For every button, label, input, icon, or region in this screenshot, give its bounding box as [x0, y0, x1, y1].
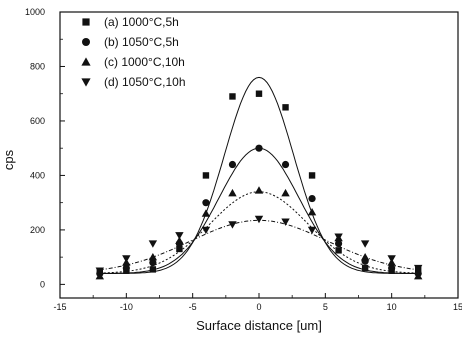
legend: (a) 1000°C,5h (b) 1050°C,5h (c) 1000°C,10h… [81, 15, 186, 89]
data-point [307, 226, 317, 235]
data-point [360, 240, 370, 248]
data-point [148, 240, 158, 248]
data-point [228, 160, 237, 169]
x-axis-title: Surface distance [um] [196, 318, 322, 333]
data-point [228, 221, 237, 229]
fit-curves-layer [99, 76, 419, 274]
data-point [201, 209, 211, 217]
data-point [122, 255, 131, 263]
data-point [255, 90, 263, 97]
y-tick-label: 0 [40, 279, 45, 289]
fit-curve [99, 76, 419, 274]
x-tick-label: 0 [256, 302, 261, 312]
data-point [388, 264, 396, 272]
data-point [202, 199, 210, 207]
data-point [281, 160, 290, 169]
data-point [308, 172, 316, 179]
data-point [308, 194, 316, 203]
data-point [229, 93, 236, 100]
y-tick-label: 800 [30, 61, 45, 71]
y-tick-label: 600 [30, 116, 45, 126]
fit-curve [99, 147, 419, 274]
fit-curve [99, 219, 419, 271]
data-point [95, 267, 104, 275]
data-point [254, 186, 264, 194]
legend-label: (a) 1000°C,5h [104, 15, 179, 29]
data-point [387, 255, 396, 263]
fit-curve [99, 191, 419, 274]
data-point [414, 272, 423, 280]
data-point [202, 172, 210, 179]
data-point [175, 232, 184, 240]
x-tick-label: 15 [453, 302, 462, 312]
data-point [176, 245, 183, 253]
legend-marker [82, 18, 90, 26]
legend-marker [81, 78, 91, 87]
x-tick-label: -5 [189, 302, 197, 312]
axis-ticks-layer: -15 -10 -5 0 5 10 15 0 200 400 600 800 1000 [25, 7, 462, 312]
data-point [282, 104, 289, 111]
x-tick-label: 5 [323, 302, 328, 312]
legend-label: (c) 1000°C,10h [104, 55, 185, 69]
data-point [334, 233, 343, 241]
data-point [149, 258, 157, 267]
x-tick-label: 10 [387, 302, 397, 312]
data-point [361, 264, 369, 272]
data-point [122, 264, 130, 272]
legend-marker [81, 57, 91, 66]
data-point [281, 218, 290, 226]
data-point [228, 188, 237, 197]
data-point [175, 236, 184, 244]
legend-marker [82, 38, 90, 46]
data-point [360, 252, 370, 261]
legend-label: (d) 1050°C,10h [104, 75, 186, 89]
x-tick-label: -15 [53, 302, 66, 312]
data-point [148, 252, 158, 261]
data-points-layer [95, 90, 423, 280]
data-point [414, 264, 423, 273]
x-tick-label: -10 [120, 302, 133, 312]
data-point [335, 247, 342, 254]
data-point [201, 226, 211, 235]
data-point [281, 188, 290, 197]
y-tick-label: 1000 [25, 7, 45, 17]
y-tick-label: 200 [30, 225, 45, 235]
data-point [335, 239, 343, 248]
legend-label: (b) 1050°C,5h [104, 35, 179, 49]
data-point [254, 215, 264, 224]
data-point [255, 144, 263, 152]
y-axis-title: cps [1, 149, 16, 170]
data-point [95, 272, 104, 280]
data-point [307, 208, 317, 216]
data-point [149, 266, 157, 273]
y-tick-label: 400 [30, 170, 45, 180]
